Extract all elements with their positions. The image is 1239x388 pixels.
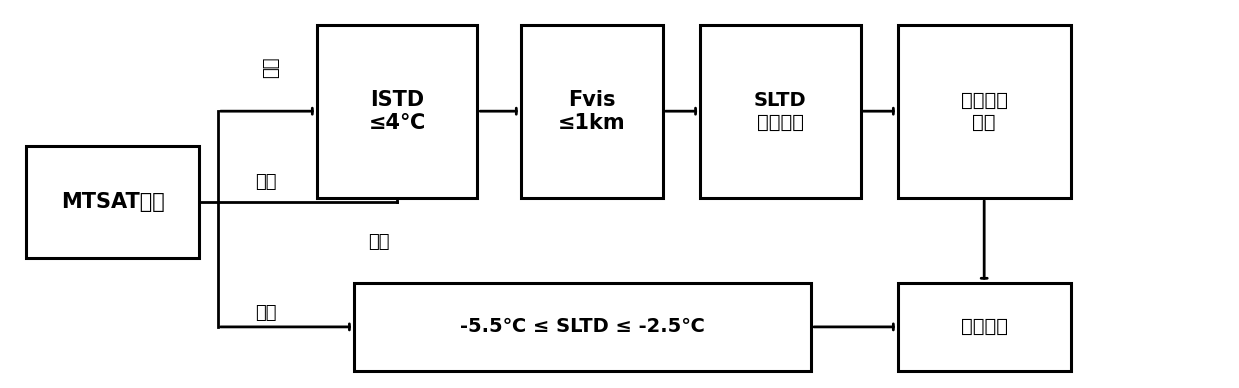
Text: -5.5℃ ≤ SLTD ≤ -2.5℃: -5.5℃ ≤ SLTD ≤ -2.5℃: [460, 317, 705, 336]
Text: 反演雾区: 反演雾区: [960, 317, 1007, 336]
Text: ISTD
≤4℃: ISTD ≤4℃: [368, 90, 426, 133]
Bar: [897, 282, 1070, 371]
Text: MTSAT数据: MTSAT数据: [61, 192, 165, 212]
Text: 海洋: 海洋: [261, 56, 280, 78]
Text: 白天: 白天: [255, 173, 276, 191]
Text: SLTD
动态阈值: SLTD 动态阈值: [753, 91, 807, 132]
Bar: [26, 146, 199, 258]
Bar: [700, 24, 861, 198]
Bar: [897, 24, 1070, 198]
Bar: [520, 24, 663, 198]
Text: 陆地: 陆地: [368, 232, 389, 251]
Text: 夜间: 夜间: [255, 305, 276, 322]
Bar: [317, 24, 477, 198]
Bar: [353, 282, 812, 371]
Text: Fvis
≤1km: Fvis ≤1km: [558, 90, 626, 133]
Text: 雾顶纹理
检验: 雾顶纹理 检验: [960, 91, 1007, 132]
